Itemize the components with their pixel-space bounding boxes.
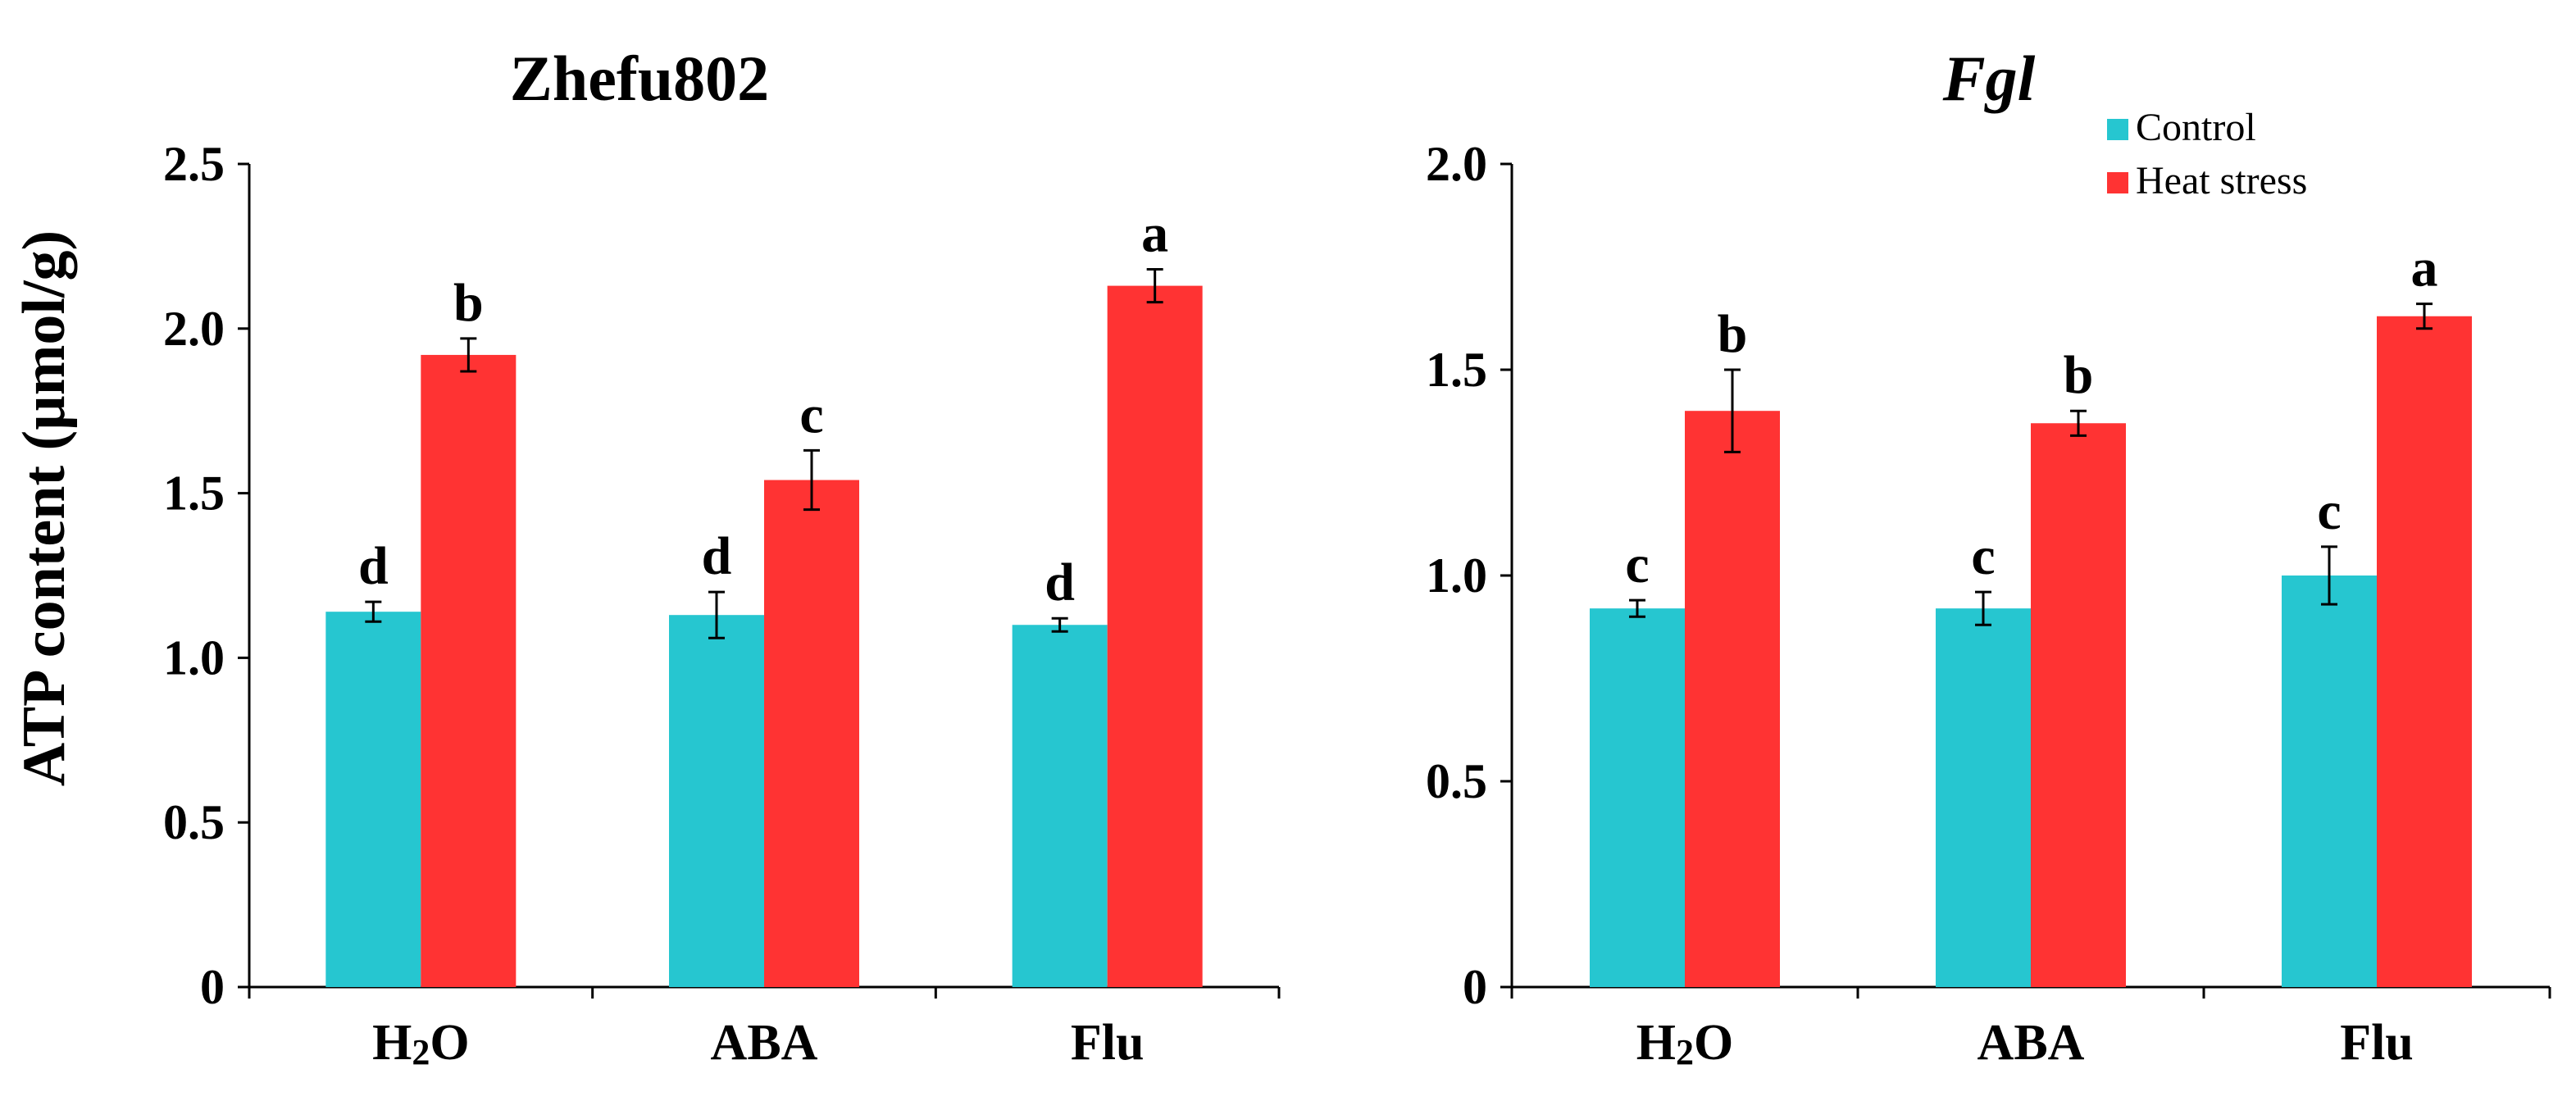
significance-letter: c	[799, 384, 823, 444]
x-tick-label: Flu	[1071, 1015, 1145, 1071]
x-tick-label: ABA	[711, 1015, 818, 1071]
legend-swatch-control	[2107, 119, 2128, 140]
x-tick-label: Flu	[2340, 1015, 2414, 1071]
chart-panel-fgl: Fgl 0 0.5 1.0 1.5 2.0 H2O c b ABA c b Flu c a	[1426, 43, 2551, 1072]
significance-letter: d	[1045, 553, 1075, 612]
significance-letter: c	[1625, 535, 1649, 594]
significance-letter: c	[2317, 481, 2341, 541]
legend-swatch-heat-stress	[2107, 172, 2128, 193]
significance-letter: d	[358, 536, 389, 596]
significance-letter: b	[1718, 304, 1748, 364]
bar-control	[1936, 608, 2031, 987]
significance-letter: b	[2064, 345, 2094, 405]
bar-heat-stress	[421, 354, 517, 988]
bar-heat-stress	[764, 480, 859, 987]
chart-title: Fgl	[1942, 43, 2036, 114]
significance-letter: a	[1141, 204, 1168, 264]
y-axis-label: ATP content (µmol/g)	[11, 230, 78, 786]
y-tick-label: 0	[1463, 960, 1487, 1014]
bar-heat-stress	[1107, 285, 1203, 987]
bar-control	[1590, 608, 1685, 987]
y-tick-label: 1.0	[1426, 548, 1487, 603]
bar-control	[325, 612, 421, 987]
significance-letter: d	[702, 526, 732, 586]
y-tick-label: 0.5	[1426, 754, 1487, 808]
legend-label-heat-stress: Heat stress	[2136, 159, 2307, 202]
bar-heat-stress	[1685, 411, 1780, 987]
legend-label-control: Control	[2136, 106, 2256, 149]
y-tick-label: 1.5	[163, 466, 225, 521]
y-tick-label: 2.5	[163, 137, 225, 191]
y-tick-label: 2.0	[1426, 137, 1487, 191]
significance-letter: b	[453, 273, 484, 333]
significance-letter: a	[2411, 239, 2438, 298]
y-tick-label: 2.0	[163, 302, 225, 356]
chart-panel-zhefu802: Zhefu802 0 0.5 1.0 1.5 2.0 2.5 H2O d b ABA d c Flu d a	[163, 43, 1281, 1072]
x-tick-label: ABA	[1978, 1015, 2085, 1071]
legend: Control Heat stress	[2107, 106, 2307, 202]
y-tick-label: 1.5	[1426, 343, 1487, 397]
chart-title: Zhefu802	[510, 43, 769, 114]
bar-heat-stress	[2377, 316, 2472, 987]
y-tick-label: 0	[200, 960, 225, 1014]
significance-letter: c	[1971, 526, 1995, 586]
x-tick-label: H2O	[1636, 1015, 1733, 1072]
bar-control	[2282, 576, 2377, 987]
y-tick-label: 0.5	[163, 795, 225, 849]
bar-heat-stress	[2031, 423, 2126, 987]
bar-control	[1012, 625, 1108, 987]
bar-control	[669, 615, 764, 987]
x-tick-label: H2O	[372, 1015, 469, 1072]
y-tick-label: 1.0	[163, 630, 225, 685]
